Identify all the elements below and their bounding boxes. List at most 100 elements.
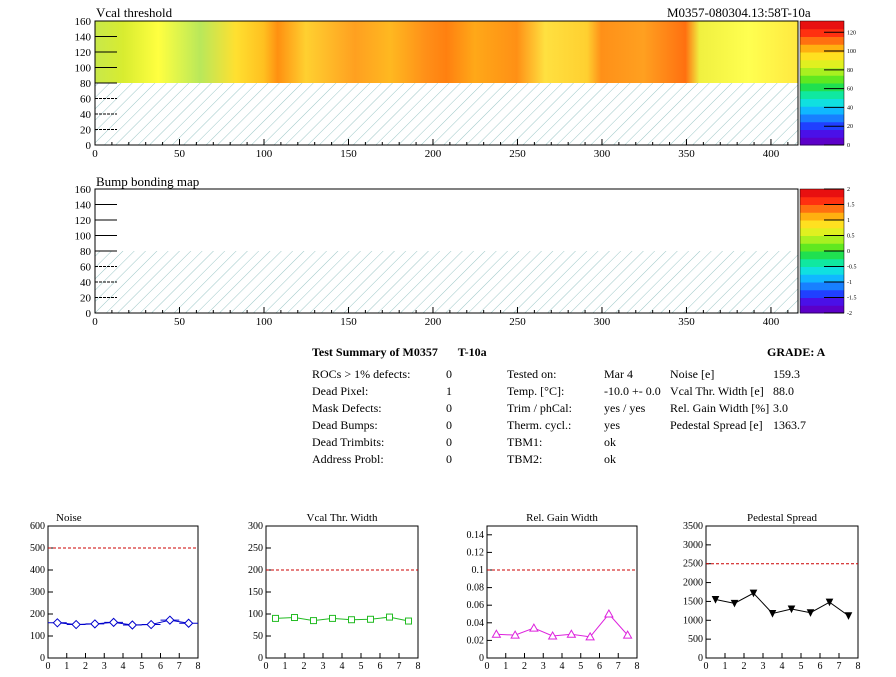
palette-color-band xyxy=(800,282,844,291)
summary-row: Trim / phCal: yes / yes xyxy=(507,400,645,417)
x-tick-label: 7 xyxy=(177,661,182,672)
y-tick-label: 0 xyxy=(258,653,263,664)
data-point xyxy=(348,616,355,624)
palette-color-band xyxy=(800,212,844,221)
summary-row: TBM2: ok xyxy=(507,451,616,468)
x-tick-label: 7 xyxy=(397,661,402,672)
y-tick-label: 3500 xyxy=(683,521,703,532)
x-tick-label: 7 xyxy=(616,661,621,672)
palette-color-band xyxy=(800,243,844,252)
chart-frame xyxy=(705,525,859,659)
y-tick-label: 0.12 xyxy=(467,547,485,558)
series-line xyxy=(715,592,849,617)
summary-label: Dead Bumps: xyxy=(312,418,378,432)
palette-color-band xyxy=(800,52,844,61)
palette-tick-label: 60 xyxy=(847,87,853,93)
summary-row: Rel. Gain Width [%] 3.0 xyxy=(670,400,788,417)
data-point xyxy=(585,631,595,641)
y-tick-label: 80 xyxy=(80,246,92,258)
summary-label: ROCs > 1% defects: xyxy=(312,367,411,381)
x-tick-label: 6 xyxy=(818,661,823,672)
summary-label: Vcal Thr. Width [e] xyxy=(670,384,764,398)
x-tick-label: 50 xyxy=(174,148,186,160)
summary-label: Address Probl: xyxy=(312,452,384,466)
data-point xyxy=(566,629,577,638)
summary-chart: Rel. Gain Width 0 1 2 3 4 5 6 7 8 0 0.02 0.04 0.06 0.0… xyxy=(467,512,640,672)
summary-value: 0 xyxy=(446,367,452,381)
palette-tick-label: -0.5 xyxy=(847,265,857,271)
summary-value: 0 xyxy=(446,418,452,432)
y-tick-label: 3000 xyxy=(683,540,703,551)
summary-row: Mask Defects: 0 xyxy=(312,400,452,417)
summary-label: Rel. Gain Width [%] xyxy=(670,401,770,415)
data-point xyxy=(547,630,558,640)
summary-row: Dead Trimbits: 0 xyxy=(312,434,452,451)
data-point xyxy=(310,617,317,625)
data-point xyxy=(787,605,796,614)
x-tick-label: 5 xyxy=(359,661,364,672)
x-tick-label: 400 xyxy=(763,148,780,160)
series-line xyxy=(496,613,628,638)
palette-tick-label: 1.5 xyxy=(847,203,855,209)
summary-row: Dead Pixel: 1 xyxy=(312,383,452,400)
x-tick-label: 2 xyxy=(83,661,88,672)
summary-value: Mar 4 xyxy=(604,367,633,381)
y-tick-label: 0.02 xyxy=(467,635,485,646)
summary-label: Temp. [°C]: xyxy=(507,384,565,398)
x-tick-label: 1 xyxy=(503,661,508,672)
y-tick-label: 0 xyxy=(86,308,92,320)
y-tick-label: 100 xyxy=(30,631,45,642)
data-point xyxy=(183,618,194,628)
y-tick-label: 160 xyxy=(75,184,92,196)
data-point xyxy=(71,619,81,630)
x-tick-label: 8 xyxy=(856,661,861,672)
y-tick-label: 0.08 xyxy=(467,583,485,594)
data-point xyxy=(386,613,393,621)
data-point xyxy=(604,608,614,618)
summary-value: 3.0 xyxy=(773,401,788,415)
data-point xyxy=(90,619,100,629)
y-tick-label: 300 xyxy=(248,521,263,532)
x-tick-label: 2 xyxy=(302,661,307,672)
y-tick-label: 100 xyxy=(75,231,92,243)
x-tick-label: 2 xyxy=(742,661,747,672)
palette-tick-label: 0 xyxy=(847,249,850,255)
x-tick-label: 4 xyxy=(340,661,345,672)
summary-row: Dead Bumps: 0 xyxy=(312,417,452,434)
x-tick-label: 50 xyxy=(174,316,186,328)
summary-title-text: Test Summary of M0357 xyxy=(312,345,438,359)
data-point xyxy=(52,618,63,628)
data-point xyxy=(768,609,777,618)
palette-color-band xyxy=(800,21,844,30)
palette-tick-label: 0 xyxy=(847,143,850,149)
palette-color-band xyxy=(800,59,844,68)
data-point xyxy=(165,615,175,625)
y-tick-label: 160 xyxy=(75,16,92,28)
y-tick-label: 100 xyxy=(248,609,263,620)
palette-tick-label: 100 xyxy=(847,49,856,55)
palette-color-band xyxy=(800,251,844,260)
y-tick-label: 50 xyxy=(253,631,263,642)
palette-color-band xyxy=(800,98,844,107)
summary-value: 159.3 xyxy=(773,367,800,381)
palette-color-band xyxy=(800,189,844,198)
x-tick-label: 3 xyxy=(541,661,546,672)
palette-color-band xyxy=(800,28,844,37)
summary-value: ok xyxy=(604,452,616,466)
x-tick-label: 5 xyxy=(578,661,583,672)
x-tick-label: 5 xyxy=(799,661,804,672)
chart-frame xyxy=(265,525,419,659)
y-tick-label: 60 xyxy=(80,262,92,274)
x-tick-label: 100 xyxy=(256,316,273,328)
y-tick-label: 60 xyxy=(80,94,92,106)
data-point xyxy=(510,630,520,639)
summary-value: 0 xyxy=(446,401,452,415)
y-tick-label: 140 xyxy=(75,32,92,44)
x-tick-label: 3 xyxy=(102,661,107,672)
module-id-label: M0357-080304.13:58T-10a xyxy=(667,5,811,20)
summary-row: Noise [e] 159.3 xyxy=(670,366,800,383)
summary-label: Pedestal Spread [e] xyxy=(670,418,763,432)
map-empty-region xyxy=(95,251,798,313)
x-tick-label: 250 xyxy=(509,148,526,160)
